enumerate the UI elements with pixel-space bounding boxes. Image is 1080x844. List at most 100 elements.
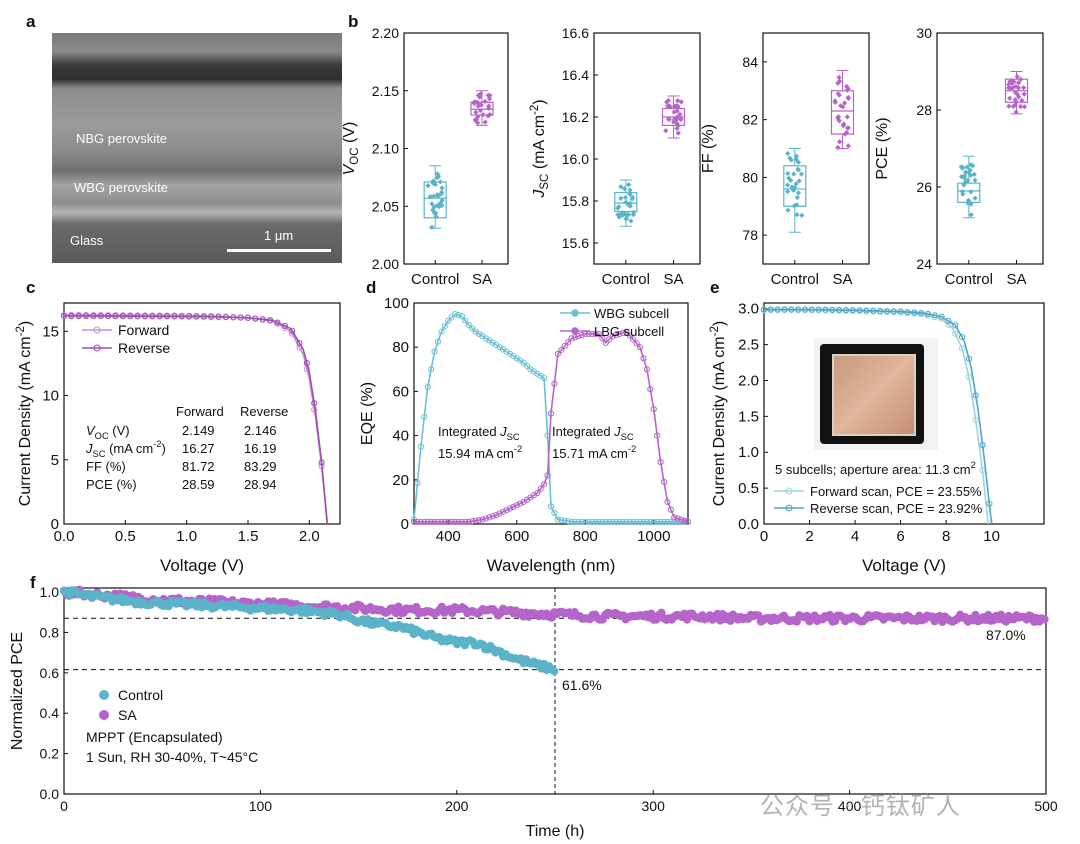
- eqe-marker: [647, 386, 654, 393]
- module-jv-marker: [883, 308, 891, 315]
- eqe-marker: [612, 518, 620, 525]
- eqe-marker: [681, 517, 688, 524]
- box-data-point: [621, 186, 628, 192]
- box-data-point: [836, 78, 843, 84]
- eqe-marker: [585, 518, 592, 525]
- eqe-ylabel: EQE (%): [359, 382, 376, 445]
- box-data-point: [675, 130, 681, 136]
- eqe-marker: [630, 336, 637, 343]
- eqe-marker: [612, 331, 620, 339]
- jv-legend-marker: [93, 326, 101, 334]
- eqe-marker: [431, 518, 438, 525]
- eqe-marker: [640, 355, 647, 362]
- panel-label-a: a: [26, 12, 36, 31]
- jv-legend-marker: [93, 344, 101, 352]
- eqe-marker: [633, 518, 640, 525]
- box-data-point: [1017, 103, 1024, 110]
- stability-xtick-label: 400: [838, 798, 862, 814]
- box-b1-ylabel: VOC (V): [341, 122, 361, 176]
- eqe-marker: [482, 515, 490, 522]
- stability-legend-sa: SA: [118, 707, 137, 723]
- watermark: 公众号 · 钙钛矿人: [760, 792, 961, 820]
- jv-marker: [171, 313, 178, 320]
- module-jv-note: 5 subcells; aperture area: 11.3 cm2: [775, 460, 976, 477]
- box-data-point: [796, 178, 802, 184]
- jv-marker: [75, 312, 82, 320]
- box-data-point: [674, 108, 680, 114]
- box-b4-xtick-label: SA: [1006, 271, 1026, 288]
- eqe-xtick-label: 400: [436, 528, 461, 545]
- eqe-marker: [595, 518, 603, 525]
- jv-marker: [112, 313, 119, 320]
- jv-marker: [134, 313, 141, 320]
- box-data-point: [845, 94, 851, 101]
- eqe-marker: [595, 330, 603, 338]
- box-b1-ytick-label: 2.05: [372, 198, 399, 214]
- box-data-point: [840, 123, 846, 129]
- eqe-marker: [469, 518, 476, 525]
- box-data-point: [788, 157, 794, 163]
- box-data-point: [433, 213, 439, 220]
- box-data-point: [678, 116, 684, 122]
- box-b1-ytick-label: 2.15: [372, 83, 399, 99]
- jv-ytick-label: 10: [42, 388, 59, 405]
- jv-table-row-label: FF (%): [86, 459, 126, 474]
- box-data-point: [964, 164, 970, 170]
- jv-marker: [259, 316, 266, 323]
- eqe-marker: [609, 333, 616, 340]
- eqe-marker: [657, 518, 664, 525]
- box-data-point: [1006, 85, 1012, 91]
- module-jv-xtick-label: 10: [983, 528, 1000, 545]
- box-data-point: [1021, 85, 1027, 91]
- box-data-point: [1018, 76, 1024, 82]
- module-jv-frame: [763, 302, 1045, 525]
- eqe-marker: [623, 518, 630, 525]
- jv-table-row-label: VOC (V): [86, 423, 130, 441]
- jv-xtick-label: 1.5: [238, 528, 259, 545]
- module-jv-marker: [938, 313, 945, 320]
- eqe-marker: [448, 518, 455, 525]
- eqe-series-wbg: [413, 313, 688, 523]
- eqe-marker: [647, 518, 654, 525]
- module-jv-marker: [815, 306, 822, 313]
- box-data-point: [473, 109, 479, 115]
- box-b2-ytick-label: 16.0: [562, 151, 589, 167]
- eqe-marker: [486, 514, 493, 521]
- box-b3-ylabel: FF (%): [700, 124, 717, 173]
- eqe-marker: [667, 518, 674, 525]
- box-data-point: [619, 210, 625, 216]
- module-jv-legend-marker: [785, 504, 793, 512]
- jv-marker: [163, 313, 171, 320]
- box-b3-xtick-label: SA: [832, 271, 852, 288]
- box-data-point: [967, 199, 973, 206]
- box-b3-ytick-label: 80: [742, 169, 758, 185]
- box-data-point: [968, 172, 974, 178]
- eqe-marker: [520, 359, 527, 366]
- module-jv-marker: [952, 322, 959, 329]
- box-data-point: [618, 184, 624, 190]
- box-data-point: [961, 175, 967, 181]
- eqe-marker: [428, 366, 435, 373]
- box-data-point: [1012, 89, 1019, 96]
- box-b4-xtick-label: Control: [945, 271, 993, 288]
- box-data-point: [967, 167, 973, 173]
- box-data-point: [475, 103, 481, 109]
- eqe-marker: [561, 342, 568, 350]
- eqe-marker: [606, 336, 613, 343]
- jv-table-forward-value: 2.149: [182, 423, 215, 438]
- box-b2-ylabel: JSC (mA cm-2): [529, 99, 551, 198]
- eqe-annotation-line1: Integrated JSC: [438, 424, 520, 442]
- box-data-point: [793, 156, 799, 162]
- eqe-marker: [503, 507, 510, 514]
- eqe-marker: [636, 344, 644, 351]
- box-data-point: [675, 98, 681, 104]
- box-data-point: [486, 105, 492, 111]
- eqe-frame: [413, 302, 689, 525]
- jv-marker: [82, 312, 90, 320]
- eqe-marker: [558, 346, 565, 354]
- box-b3-frame: [762, 32, 870, 265]
- box-data-point: [959, 189, 965, 195]
- eqe-marker: [660, 478, 668, 486]
- box-data-point: [1016, 94, 1022, 100]
- eqe-marker: [513, 502, 520, 509]
